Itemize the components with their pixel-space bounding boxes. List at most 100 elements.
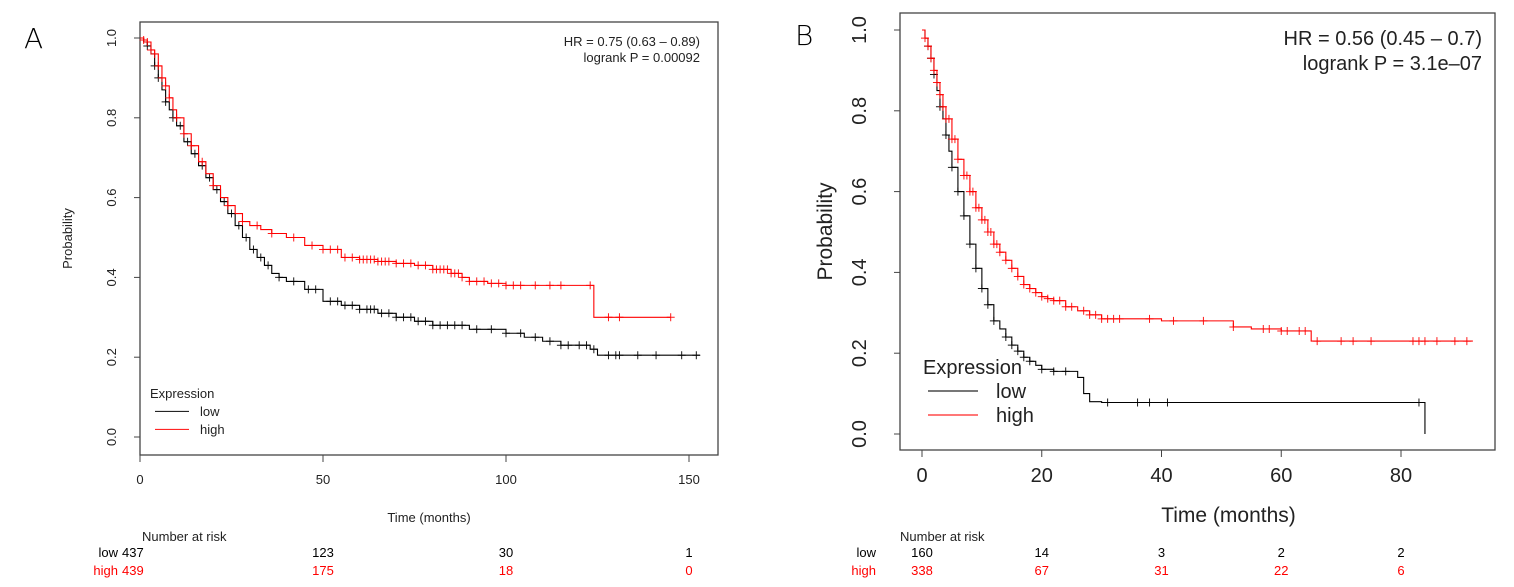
x-tick-label: 0 (916, 465, 927, 487)
censor-mark (953, 187, 962, 196)
censor-mark (406, 313, 415, 322)
x-tick-label: 150 (678, 472, 700, 487)
censor-mark (974, 203, 983, 212)
censor-mark (502, 329, 510, 338)
panel-letter: A (24, 22, 43, 55)
censor-mark (1420, 337, 1429, 346)
censor-mark (326, 245, 335, 254)
censor-mark (458, 321, 467, 330)
censor-mark (947, 163, 956, 172)
censor-mark (348, 301, 357, 310)
censor-mark (531, 333, 540, 342)
censor-mark (311, 285, 320, 294)
legend-label-high: high (996, 405, 1034, 427)
censor-mark (677, 351, 686, 360)
censor-mark (575, 341, 584, 350)
x-tick-label: 0 (136, 472, 143, 487)
censor-mark (995, 248, 1004, 257)
censor-mark (450, 321, 459, 330)
panel-a: A 0.0 0.2 0.4 0.6 0.8 1.0 0 50 100 150 Probability T… (24, 21, 719, 578)
y-tick-label: 0.2 (849, 339, 871, 367)
censor-mark (1145, 398, 1154, 407)
censor-mark (545, 337, 554, 346)
censor-mark (443, 321, 452, 330)
censor-mark (165, 93, 174, 102)
censor-mark (965, 240, 974, 249)
censor-mark (384, 257, 393, 266)
censor-mark (472, 325, 481, 334)
censor-mark (1432, 337, 1441, 346)
x-tick-label: 60 (1270, 465, 1292, 487)
y-tick-label: 0.8 (849, 97, 871, 125)
x-axis-label: Time (months) (387, 510, 470, 525)
censor-mark (1007, 264, 1016, 273)
censor-mark (370, 305, 379, 314)
censor-mark (340, 253, 349, 262)
x-tick-label: 80 (1390, 465, 1412, 487)
censor-mark (531, 281, 540, 290)
censor-mark (1025, 284, 1034, 293)
logrank-p-text: logrank P = 0.00092 (584, 50, 701, 65)
censor-mark (172, 113, 181, 122)
censor-mark (421, 261, 430, 270)
risk-value-low: 14 (1035, 545, 1049, 560)
y-tick-label: 0.6 (104, 189, 119, 207)
censor-mark (1013, 272, 1022, 281)
censor-mark (666, 313, 675, 322)
censor-mark (1349, 337, 1358, 346)
censor-mark (935, 90, 944, 99)
censor-mark (959, 211, 968, 220)
risk-value-high: 22 (1274, 563, 1288, 578)
censor-mark (143, 37, 152, 46)
censor-mark (1013, 347, 1022, 356)
censor-mark (556, 281, 565, 290)
censor-mark (384, 309, 393, 318)
risk-table-title: Number at risk (900, 529, 985, 544)
censor-mark (256, 253, 265, 262)
censor-mark (932, 78, 941, 87)
x-axis-label: Time (months) (1161, 504, 1296, 527)
censor-mark (267, 229, 276, 238)
censor-mark (1037, 292, 1046, 301)
censor-mark (333, 245, 342, 254)
risk-table-title: Number at risk (142, 529, 227, 544)
series-high (139, 35, 675, 322)
censor-mark (992, 240, 1001, 249)
hazard-ratio-text: HR = 0.75 (0.63 – 0.89) (564, 34, 700, 49)
censor-mark (944, 114, 953, 123)
censor-mark (604, 351, 613, 360)
censor-mark (983, 300, 992, 309)
y-tick-label: 1.0 (104, 29, 119, 47)
censor-mark (1313, 337, 1322, 346)
censor-mark (1019, 353, 1028, 362)
censor-mark (509, 281, 518, 290)
censor-mark (209, 181, 218, 190)
censor-mark (319, 245, 327, 254)
censor-mark (1414, 398, 1423, 407)
censor-mark (1049, 367, 1058, 376)
censor-mark (1001, 333, 1010, 342)
censor-mark (161, 97, 170, 106)
logrank-p-text: logrank P = 3.1e–07 (1303, 53, 1482, 75)
risk-value-low: 123 (312, 545, 334, 560)
y-axis-label: Probability (814, 182, 837, 281)
censor-mark (1055, 296, 1064, 305)
y-tick-label: 0.4 (849, 258, 871, 286)
legend-label-low: low (200, 404, 220, 419)
censor-mark (392, 259, 401, 268)
censor-mark (1091, 310, 1100, 319)
series-high (920, 29, 1473, 346)
censor-mark (615, 351, 624, 360)
censor-mark (472, 277, 481, 286)
hazard-ratio-text: HR = 0.56 (0.45 – 0.7) (1284, 28, 1482, 50)
censor-mark (139, 35, 148, 44)
censor-mark (414, 261, 423, 270)
censor-mark (545, 281, 554, 290)
panel-b: B 0.0 0.2 0.4 0.6 0.8 1.0 0 20 40 60 80 Probability T… (795, 12, 1496, 578)
censor-mark (615, 313, 624, 322)
censor-mark (1462, 337, 1471, 346)
censor-mark (556, 341, 565, 350)
censor-mark (220, 197, 229, 206)
censor-mark (971, 264, 980, 273)
